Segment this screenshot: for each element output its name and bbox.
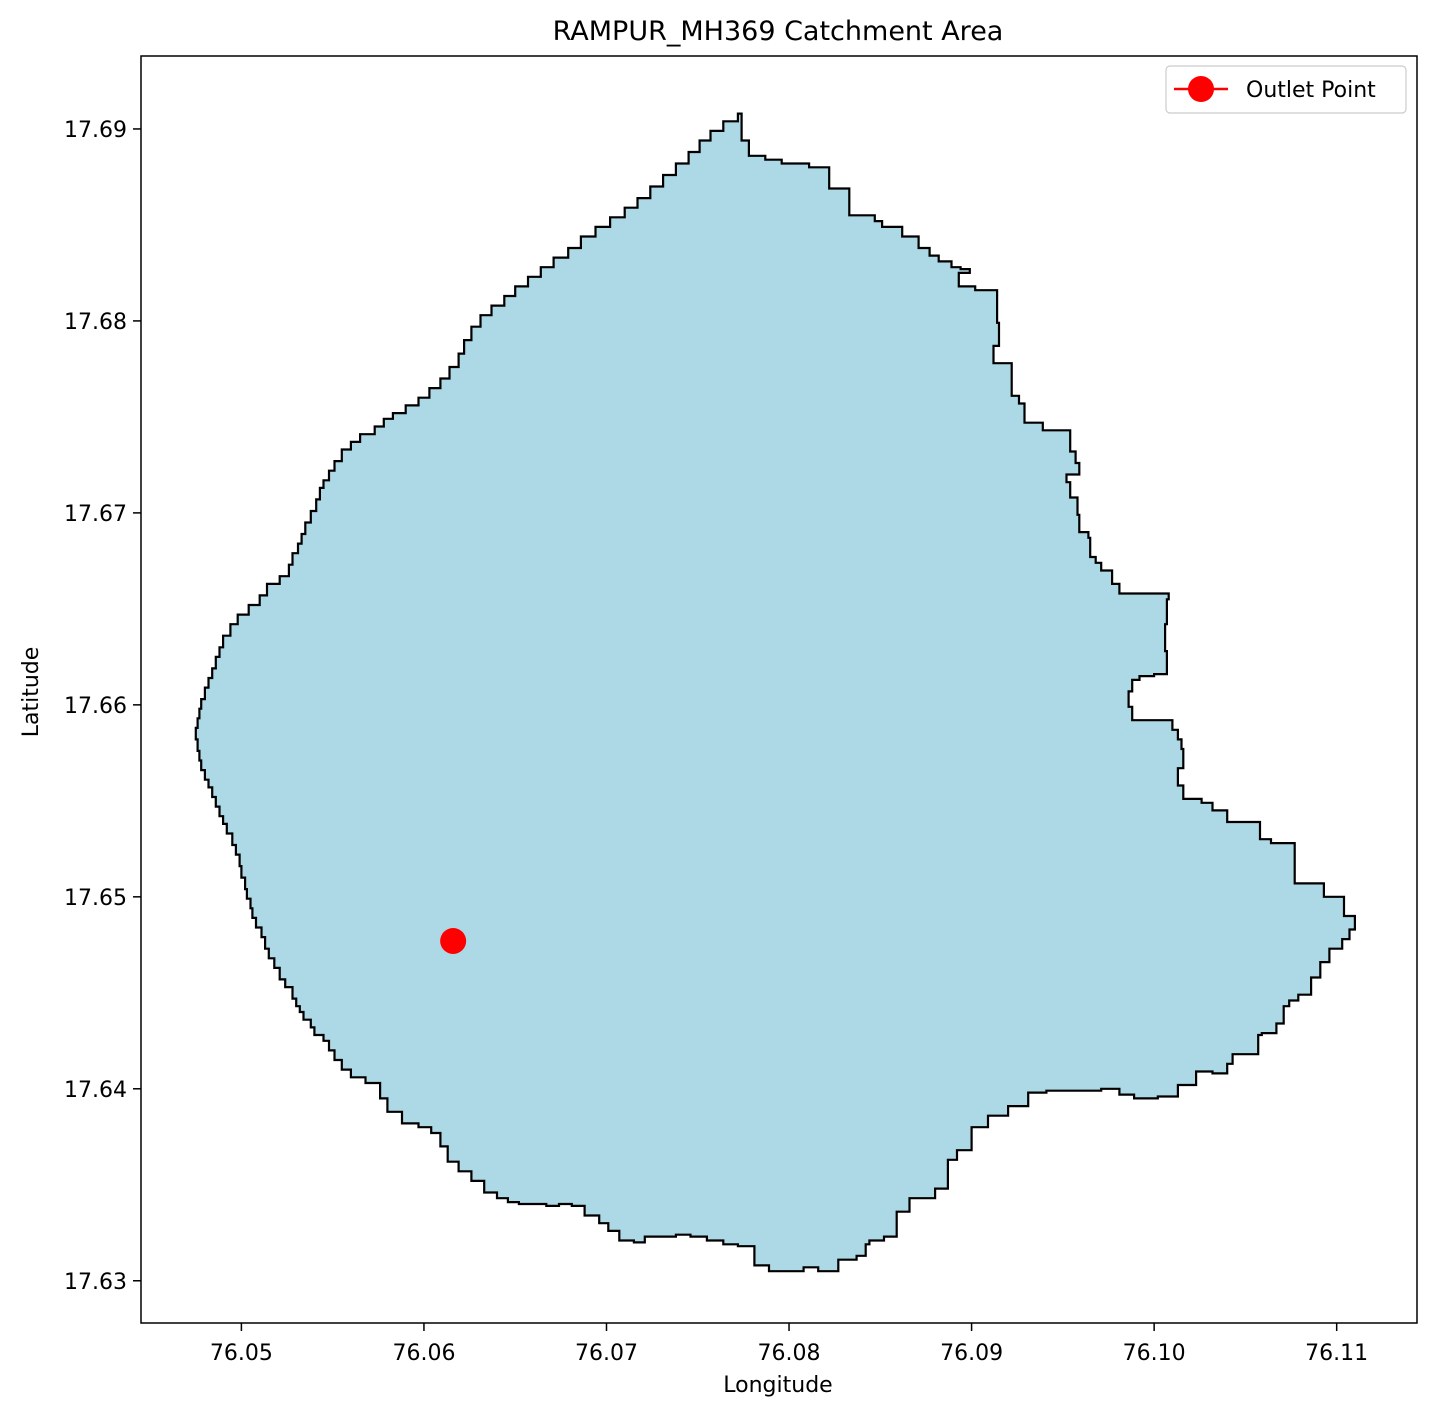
plot-area [194,112,1356,1273]
legend-label-outlet-point: Outlet Point [1246,78,1376,103]
x-tick-label: 76.07 [575,1341,638,1366]
catchment-polygon [194,112,1356,1273]
y-tick-label: 17.67 [64,502,127,527]
x-axis-label: Longitude [723,1373,832,1398]
y-axis: 17.63 17.64 17.65 17.66 17.67 17.68 17.69 [64,118,141,1295]
x-tick-label: 76.10 [1123,1341,1186,1366]
y-tick-label: 17.65 [64,886,127,911]
y-tick-label: 17.64 [64,1078,127,1103]
x-tick-label: 76.05 [210,1341,273,1366]
y-axis-label: Latitude [19,647,44,738]
x-tick-label: 76.09 [940,1341,1003,1366]
x-axis: 76.05 76.06 76.07 76.08 76.09 76.10 76.11 [210,1323,1368,1366]
y-tick-label: 17.66 [64,694,127,719]
legend-marker-outlet-point [1188,76,1214,102]
x-tick-label: 76.08 [758,1341,821,1366]
outlet-point-marker [440,927,467,954]
legend: Outlet Point [1165,65,1407,114]
y-tick-label: 17.63 [64,1270,127,1295]
x-tick-label: 76.11 [1305,1341,1368,1366]
y-tick-label: 17.69 [64,118,127,143]
legend-box [1165,65,1407,114]
y-tick-label: 17.68 [64,310,127,335]
axes-frame [140,55,1418,1324]
chart-title: RAMPUR_MH369 Catchment Area [553,16,1004,47]
x-tick-label: 76.06 [392,1341,455,1366]
